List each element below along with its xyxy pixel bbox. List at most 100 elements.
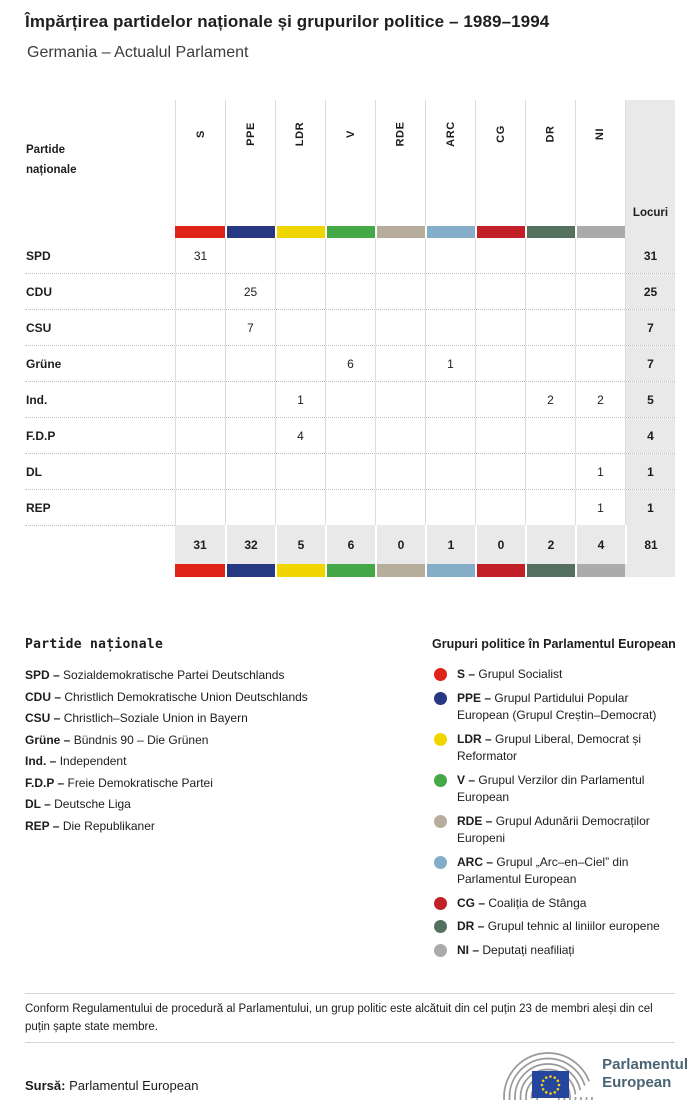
column-header-seats: Locuri bbox=[625, 100, 675, 226]
divider bbox=[25, 1042, 675, 1043]
value-cell bbox=[525, 490, 575, 525]
value-cell bbox=[525, 310, 575, 345]
group-color-bar bbox=[425, 226, 475, 238]
value-cell bbox=[575, 310, 625, 345]
european-parliament-logo: Parlamentul European bbox=[490, 1048, 688, 1100]
value-cell bbox=[275, 346, 325, 381]
value-cell: 1 bbox=[575, 490, 625, 525]
value-cell bbox=[475, 238, 525, 273]
legend-political-groups: Grupuri politice în Parlamentul European… bbox=[432, 637, 682, 965]
group-color-dot bbox=[434, 855, 447, 869]
value-cell bbox=[325, 490, 375, 525]
table-totals-row: 31 32 5 6 0 1 0 2 4 81 bbox=[25, 525, 675, 564]
group-color-bar bbox=[525, 564, 575, 577]
value-cell bbox=[375, 274, 425, 309]
party-label: CSU bbox=[26, 320, 52, 335]
group-color-bar bbox=[475, 564, 525, 577]
value-cell bbox=[275, 310, 325, 345]
list-item: Ind. – Independent bbox=[25, 754, 127, 768]
hemicycle-eu-flag-icon bbox=[503, 1052, 593, 1100]
footnote: Conform Regulamentului de procedură al P… bbox=[25, 1003, 653, 1033]
value-cell bbox=[425, 382, 475, 417]
total-cell: 5 bbox=[275, 525, 325, 564]
total-seats-cell: 81 bbox=[625, 525, 675, 564]
value-cell bbox=[325, 238, 375, 273]
group-color-bar bbox=[375, 226, 425, 238]
value-cell bbox=[225, 454, 275, 489]
list-item: CDU – Christlich Demokratische Union Deu… bbox=[25, 689, 308, 704]
value-cell bbox=[375, 310, 425, 345]
column-header-NI: NI bbox=[575, 100, 625, 226]
list-item: CG – Coaliția de Stânga bbox=[432, 895, 682, 913]
value-cell bbox=[175, 274, 225, 309]
value-cell bbox=[375, 346, 425, 381]
value-cell: 4 bbox=[275, 418, 325, 453]
list-item: CSU – Christlich–Soziale Union in Bayern bbox=[25, 711, 248, 725]
page-title: Împărțirea partidelor naționale și grupu… bbox=[25, 12, 550, 31]
value-cell bbox=[425, 274, 475, 309]
table-header-row: Partide naționale S PPE LDR V RDE ARC CG… bbox=[25, 100, 675, 226]
group-color-bar bbox=[175, 226, 225, 238]
value-cell bbox=[525, 274, 575, 309]
group-color-dot bbox=[434, 896, 447, 910]
total-cell: 6 bbox=[325, 525, 375, 564]
value-cell: 6 bbox=[325, 346, 375, 381]
party-label: CDU bbox=[26, 284, 52, 299]
group-color-bar bbox=[475, 226, 525, 238]
value-cell bbox=[475, 490, 525, 525]
table-row-csu: CSU 7 7 bbox=[25, 309, 675, 345]
value-cell bbox=[325, 274, 375, 309]
list-item: NI – Deputați neafiliați bbox=[432, 942, 682, 960]
legend-national-parties: Partide naționale SPD – Sozialdemokratis… bbox=[25, 637, 415, 837]
column-header-S: S bbox=[175, 100, 225, 226]
table-row-spd: SPD 31 31 bbox=[25, 238, 675, 273]
source-line: Sursă: Parlamentul European bbox=[25, 1078, 198, 1093]
table-row-grune: Grüne 6 1 7 bbox=[25, 345, 675, 381]
legend-parties-title: Partide naționale bbox=[25, 637, 164, 652]
group-color-dot bbox=[434, 773, 447, 787]
value-cell bbox=[425, 238, 475, 273]
value-cell bbox=[575, 418, 625, 453]
group-color-bar bbox=[225, 564, 275, 577]
column-header-RDE: RDE bbox=[375, 100, 425, 226]
value-cell bbox=[225, 418, 275, 453]
value-cell bbox=[425, 490, 475, 525]
value-cell bbox=[525, 454, 575, 489]
value-cell bbox=[325, 310, 375, 345]
value-cell bbox=[425, 310, 475, 345]
value-cell: 31 bbox=[175, 238, 225, 273]
list-item: S – Grupul Socialist bbox=[432, 666, 682, 684]
value-cell bbox=[525, 418, 575, 453]
seats-cell: 25 bbox=[625, 274, 675, 309]
group-color-bar bbox=[275, 564, 325, 577]
group-color-bar bbox=[575, 226, 625, 238]
total-cell: 0 bbox=[375, 525, 425, 564]
group-color-dot bbox=[434, 814, 447, 828]
value-cell: 2 bbox=[575, 382, 625, 417]
value-cell bbox=[375, 382, 425, 417]
group-color-dot bbox=[434, 920, 447, 933]
value-cell bbox=[275, 274, 325, 309]
total-cell: 0 bbox=[475, 525, 525, 564]
group-color-bar bbox=[275, 226, 325, 238]
seats-cell: 7 bbox=[625, 346, 675, 381]
value-cell bbox=[375, 418, 425, 453]
value-cell bbox=[475, 310, 525, 345]
seats-cell: 1 bbox=[625, 454, 675, 489]
list-item: LDR – Grupul Liberal, Democrat și Reform… bbox=[432, 731, 682, 766]
value-cell: 25 bbox=[225, 274, 275, 309]
table-row-cdu: CDU 25 25 bbox=[25, 273, 675, 309]
list-item: DL – Deutsche Liga bbox=[25, 797, 131, 811]
value-cell bbox=[375, 238, 425, 273]
value-cell bbox=[275, 238, 325, 273]
party-label: DL bbox=[26, 464, 42, 479]
seats-cell: 31 bbox=[625, 238, 675, 273]
table-row-ind: Ind. 1 2 2 5 bbox=[25, 381, 675, 417]
group-color-bar bbox=[575, 564, 625, 577]
column-header-LDR: LDR bbox=[275, 100, 325, 226]
value-cell bbox=[225, 382, 275, 417]
value-cell bbox=[575, 274, 625, 309]
table-row-dl: DL 1 1 bbox=[25, 453, 675, 489]
row-header-line2: naționale bbox=[26, 164, 77, 176]
